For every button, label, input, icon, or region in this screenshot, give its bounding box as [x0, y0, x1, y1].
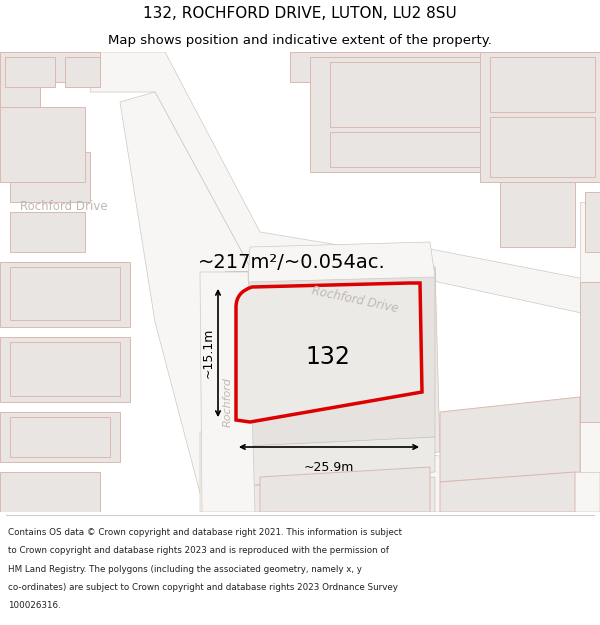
- Polygon shape: [225, 437, 435, 487]
- Polygon shape: [440, 397, 580, 482]
- Polygon shape: [585, 192, 600, 252]
- PathPatch shape: [236, 283, 422, 422]
- Polygon shape: [260, 467, 430, 512]
- Polygon shape: [10, 212, 85, 252]
- Text: 132, ROCHFORD DRIVE, LUTON, LU2 8SU: 132, ROCHFORD DRIVE, LUTON, LU2 8SU: [143, 6, 457, 21]
- Text: ~15.1m: ~15.1m: [202, 328, 215, 378]
- Polygon shape: [90, 52, 600, 317]
- Polygon shape: [290, 52, 600, 82]
- Text: 132: 132: [305, 345, 350, 369]
- Text: Contains OS data © Crown copyright and database right 2021. This information is : Contains OS data © Crown copyright and d…: [8, 528, 402, 537]
- Polygon shape: [490, 57, 595, 112]
- Polygon shape: [330, 62, 480, 127]
- Polygon shape: [0, 107, 85, 182]
- Polygon shape: [490, 117, 595, 177]
- Polygon shape: [5, 57, 55, 87]
- Text: Rochford Drive: Rochford Drive: [310, 284, 399, 316]
- Polygon shape: [500, 182, 575, 247]
- Text: co-ordinates) are subject to Crown copyright and database rights 2023 Ordnance S: co-ordinates) are subject to Crown copyr…: [8, 583, 398, 592]
- Text: ~25.9m: ~25.9m: [304, 461, 354, 474]
- Polygon shape: [225, 267, 440, 467]
- Text: HM Land Registry. The polygons (including the associated geometry, namely x, y: HM Land Registry. The polygons (includin…: [8, 564, 362, 574]
- Polygon shape: [580, 202, 600, 472]
- Polygon shape: [0, 337, 130, 402]
- Text: Rochford Drive: Rochford Drive: [20, 201, 107, 214]
- Polygon shape: [0, 52, 100, 142]
- Polygon shape: [480, 52, 600, 182]
- Text: 100026316.: 100026316.: [8, 601, 61, 611]
- Polygon shape: [10, 267, 120, 320]
- Polygon shape: [580, 282, 600, 422]
- Polygon shape: [225, 267, 435, 452]
- Polygon shape: [200, 272, 255, 512]
- Polygon shape: [0, 262, 130, 327]
- Polygon shape: [65, 57, 100, 87]
- Polygon shape: [248, 242, 435, 282]
- Text: ~217m²/~0.054ac.: ~217m²/~0.054ac.: [198, 253, 386, 271]
- Polygon shape: [10, 342, 120, 396]
- Polygon shape: [10, 152, 90, 202]
- Polygon shape: [330, 132, 480, 167]
- Polygon shape: [10, 417, 110, 457]
- Text: Map shows position and indicative extent of the property.: Map shows position and indicative extent…: [108, 34, 492, 47]
- Polygon shape: [0, 412, 120, 462]
- Polygon shape: [0, 472, 100, 512]
- Polygon shape: [440, 472, 575, 512]
- Polygon shape: [490, 62, 590, 107]
- Text: to Crown copyright and database rights 2023 and is reproduced with the permissio: to Crown copyright and database rights 2…: [8, 546, 389, 555]
- Polygon shape: [310, 57, 600, 172]
- Polygon shape: [120, 92, 255, 512]
- Polygon shape: [200, 432, 600, 512]
- Polygon shape: [225, 477, 435, 512]
- Text: Rochford: Rochford: [223, 377, 233, 427]
